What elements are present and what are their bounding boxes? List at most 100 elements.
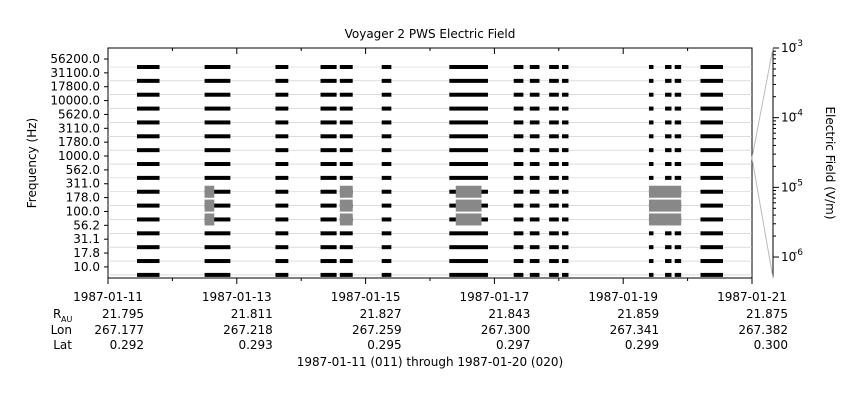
data-segment xyxy=(513,162,524,167)
data-segment xyxy=(320,120,337,125)
data-segment xyxy=(549,203,559,208)
data-segment xyxy=(700,217,724,222)
ephemeris-lon-label: Lon xyxy=(51,323,72,337)
data-segment xyxy=(275,65,289,69)
data-segment xyxy=(562,259,569,264)
data-segment xyxy=(665,106,672,111)
data-segment xyxy=(339,162,353,167)
data-segment xyxy=(320,78,337,83)
data-segment xyxy=(549,120,559,125)
data-segment xyxy=(562,78,569,83)
data-segment xyxy=(529,231,540,236)
data-segment xyxy=(136,134,160,139)
data-segment xyxy=(674,245,682,250)
data-segment xyxy=(665,120,672,125)
y-tick-label: 56.2 xyxy=(73,218,100,232)
data-segment xyxy=(320,175,337,180)
data-segment xyxy=(700,231,724,236)
enhanced-emission-region xyxy=(455,185,482,198)
data-segment xyxy=(275,217,289,222)
data-segment xyxy=(529,175,540,180)
data-segment xyxy=(648,175,654,180)
y-tick-label: 178.0 xyxy=(66,191,100,205)
data-segment xyxy=(674,148,682,153)
data-segment xyxy=(529,78,540,83)
colorbar-tick-base: 10 xyxy=(781,180,796,194)
data-segment xyxy=(339,245,353,250)
data-segment xyxy=(204,245,231,250)
data-segment xyxy=(204,78,231,83)
x-tick-label: 1987-01-19 xyxy=(588,290,658,304)
data-segment xyxy=(674,78,682,83)
data-segment xyxy=(665,148,672,153)
enhanced-emission-region xyxy=(204,213,215,226)
ephemeris-lat-value: 0.292 xyxy=(110,338,144,352)
data-segment xyxy=(549,217,559,222)
x-tick-label: 1987-01-11 xyxy=(73,290,143,304)
data-segment xyxy=(339,272,353,277)
enhanced-emission-region xyxy=(204,199,215,212)
data-segment xyxy=(529,217,540,222)
enhanced-emission-region xyxy=(648,185,682,198)
data-segment xyxy=(320,217,337,222)
data-segment xyxy=(449,148,488,153)
enhanced-emission-region xyxy=(648,199,682,212)
data-segment xyxy=(562,148,569,153)
data-segment xyxy=(275,106,289,111)
data-segment xyxy=(381,148,392,153)
ephemeris-r-value: 21.795 xyxy=(102,307,144,321)
data-segment xyxy=(529,203,540,208)
data-segment xyxy=(339,106,353,111)
data-segment xyxy=(381,162,392,167)
y-tick-label: 1000.0 xyxy=(58,149,100,163)
data-segment xyxy=(700,162,724,167)
ephemeris-r-value: 21.827 xyxy=(360,307,402,321)
data-segment xyxy=(549,175,559,180)
data-segment xyxy=(381,65,392,69)
data-segment xyxy=(513,92,524,97)
data-segment xyxy=(136,78,160,83)
data-segment xyxy=(204,217,231,222)
data-segment xyxy=(320,245,337,250)
enhanced-emission-region xyxy=(648,213,682,226)
data-segment xyxy=(136,245,160,250)
colorbar-connector xyxy=(751,157,774,279)
data-segment xyxy=(381,92,392,97)
data-segment xyxy=(700,134,724,139)
data-segment xyxy=(275,148,289,153)
data-segment xyxy=(700,272,724,277)
ephemeris-lon-value: 267.218 xyxy=(223,323,273,337)
data-segment xyxy=(549,162,559,167)
data-segment xyxy=(320,92,337,97)
data-segment xyxy=(513,134,524,139)
data-segment xyxy=(648,134,654,139)
ephemeris-lat-label: Lat xyxy=(53,338,72,352)
ephemeris-lat-value: 0.299 xyxy=(625,338,659,352)
data-segment xyxy=(204,203,231,208)
data-segment xyxy=(700,148,724,153)
data-segment xyxy=(549,259,559,264)
data-segment xyxy=(674,134,682,139)
data-segment xyxy=(275,162,289,167)
data-segment xyxy=(513,78,524,83)
colorbar-tick-exponent: -3 xyxy=(794,39,803,49)
data-segment xyxy=(320,162,337,167)
data-segment xyxy=(513,189,524,194)
data-segment xyxy=(204,175,231,180)
y-tick-label: 3110.0 xyxy=(58,121,100,135)
data-segment xyxy=(648,231,654,236)
data-segment xyxy=(529,272,540,277)
data-segment xyxy=(648,120,654,125)
data-segment xyxy=(204,65,231,69)
data-segment xyxy=(320,272,337,277)
data-segment xyxy=(562,189,569,194)
y-tick-label: 10.0 xyxy=(73,260,100,274)
data-segment xyxy=(513,175,524,180)
data-segment xyxy=(665,272,672,277)
y-tick-label: 562.0 xyxy=(66,163,100,177)
data-segment xyxy=(529,259,540,264)
data-segment xyxy=(700,203,724,208)
data-segment xyxy=(674,259,682,264)
data-segment xyxy=(700,175,724,180)
data-segment xyxy=(339,259,353,264)
